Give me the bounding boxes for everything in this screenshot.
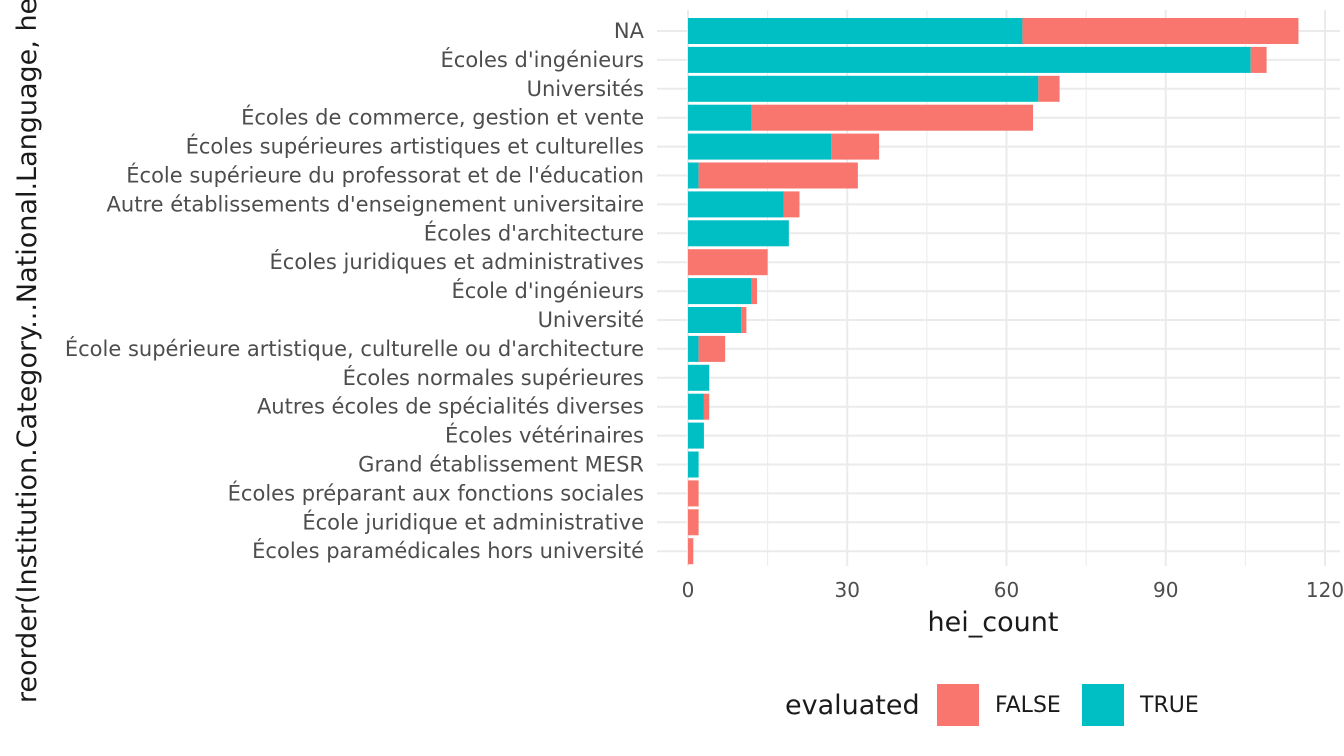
bar-true (688, 162, 699, 189)
y-tick-label: Écoles juridiques et administratives (270, 249, 644, 274)
bar-false (688, 249, 768, 276)
x-tick-label: 90 (1153, 578, 1178, 602)
x-tick-label: 60 (994, 578, 1019, 602)
legend-title: evaluated (785, 690, 920, 721)
bar-true (688, 364, 710, 391)
legend-key (937, 684, 979, 726)
y-tick-label: Écoles d'architecture (424, 220, 644, 245)
y-tick-label: École juridique et administrative (302, 509, 644, 534)
bar-false (1022, 18, 1299, 44)
bar-false (831, 133, 880, 160)
y-tick-label: Écoles de commerce, gestion et vente (241, 105, 644, 130)
bar-true (688, 335, 699, 362)
bar-true (688, 307, 742, 333)
bar-true (688, 278, 752, 305)
bar-true (688, 191, 784, 218)
x-axis-title: hei_count (928, 607, 1059, 638)
bar-true (688, 75, 1039, 102)
bar-true (688, 18, 1023, 44)
bar-false (751, 278, 758, 305)
y-tick-label: Grand établissement MESR (358, 453, 644, 477)
bar-true (688, 422, 704, 449)
bar-false (698, 162, 858, 189)
bar-false (741, 307, 747, 333)
bars (688, 18, 1299, 565)
bar-false (751, 104, 1034, 131)
bar-true (688, 46, 1251, 73)
y-tick-label: École supérieure artistique, culturelle … (65, 336, 644, 361)
bar-false (698, 335, 726, 362)
y-tick-label: NA (614, 19, 645, 43)
y-tick-label: Écoles vétérinaires (445, 423, 644, 448)
bar-false (688, 538, 694, 565)
x-tick-label: 0 (682, 578, 695, 602)
bar-false (688, 480, 699, 507)
bar-true (688, 451, 699, 478)
y-tick-label: Écoles paramédicales hors université (252, 538, 644, 563)
x-tick-label: 30 (835, 578, 860, 602)
y-tick-label: Écoles supérieures artistiques et cultur… (186, 134, 644, 159)
y-tick-label: Écoles normales supérieures (343, 365, 644, 390)
bar-true (688, 133, 832, 160)
y-tick-label: Écoles d'ingénieurs (441, 47, 644, 72)
y-tick-label: Universités (527, 77, 644, 101)
bar-false (1250, 46, 1267, 73)
y-tick-label: Autres écoles de spécialités diverses (257, 395, 644, 419)
bar-true (688, 104, 752, 131)
y-tick-label: Autre établissements d'enseignement univ… (107, 192, 644, 216)
legend: evaluated FALSE TRUE (785, 684, 1199, 726)
bar-false (783, 191, 800, 218)
x-tick-labels: 0 30 60 90 120 (682, 578, 1344, 602)
legend-label: FALSE (995, 693, 1061, 718)
y-tick-label: Université (538, 308, 644, 332)
bar-false (703, 393, 710, 420)
x-tick-label: 120 (1306, 578, 1344, 602)
bar-false (688, 509, 699, 536)
y-axis-title: reorder(Institution.Category...National.… (12, 0, 43, 703)
legend-key (1082, 684, 1124, 726)
bar-true (688, 393, 704, 420)
y-tick-label: École supérieure du professorat et de l'… (126, 163, 644, 188)
y-tick-labels: NA Écoles d'ingénieurs Universités Écoles d… (65, 19, 645, 563)
bar-true (688, 220, 789, 247)
bar-false (1038, 75, 1060, 102)
y-tick-label: École d'ingénieurs (451, 278, 644, 303)
legend-label: TRUE (1139, 693, 1199, 718)
y-tick-label: Écoles préparant aux fonctions sociales (228, 480, 644, 505)
